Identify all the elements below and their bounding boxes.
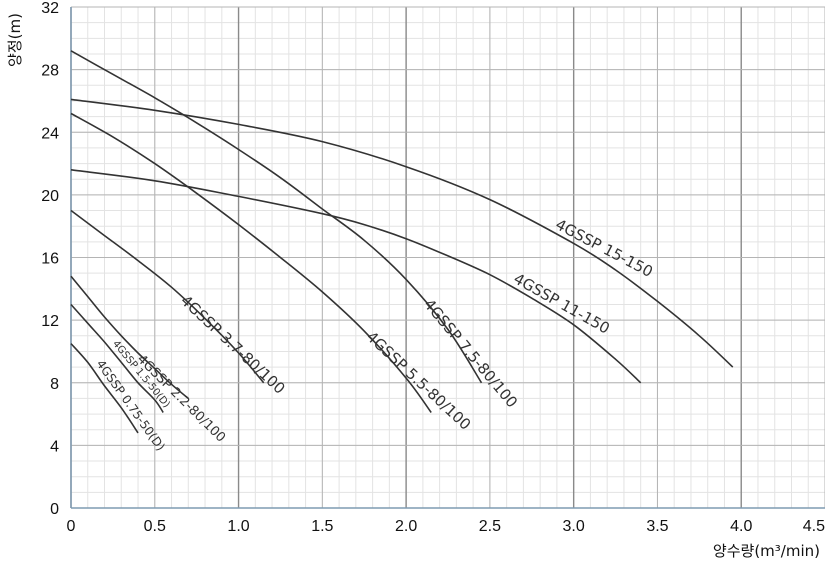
curve-series-7 (70, 169, 642, 384)
y-tick-label: 12 (41, 313, 59, 330)
x-tick-label: 3.0 (563, 518, 585, 535)
axes (70, 7, 825, 509)
x-tick-label: 0.5 (144, 518, 166, 535)
x-tick-label: 2.0 (395, 518, 417, 535)
x-tick-label: 3.5 (646, 518, 668, 535)
y-tick-label: 4 (50, 438, 59, 455)
y-tick-label: 28 (41, 63, 59, 80)
curve-series-8 (70, 98, 734, 368)
curve-series-3 (70, 275, 189, 400)
x-tick-label: 2.5 (479, 518, 501, 535)
tick-labels-group: 0 0.5 1.0 1.5 2.0 2.5 3.0 3.5 4.0 4.5 0 4 8 12 16 20 24 2… (41, 0, 825, 535)
x-tick-label: 4.0 (730, 518, 752, 535)
curves-group (70, 50, 734, 434)
y-tick-label: 24 (41, 125, 59, 142)
curve-series-2 (70, 303, 164, 413)
curve-series-6 (70, 50, 483, 384)
curve-series-5 (70, 112, 432, 413)
y-tick-label: 32 (41, 0, 59, 17)
y-axis-title: 양정(m) (6, 13, 24, 67)
y-tick-label: 0 (50, 501, 59, 518)
x-axis-title: 양수량(m³/min) (713, 542, 820, 560)
y-tick-label: 16 (41, 251, 59, 268)
major-grid (70, 6, 825, 509)
curve-labels-group: 4GSSP 0.75-50(D)4GSSP 1.5-50(D)4GSSP 2.2… (94, 215, 656, 453)
x-tick-label: 1.5 (311, 518, 333, 535)
curve-series-4 (70, 209, 265, 384)
curve-series-1 (70, 343, 139, 434)
y-tick-label: 8 (50, 376, 59, 393)
curve-label-series-7: 4GSSP 11-150 (511, 269, 613, 337)
x-tick-label: 0 (67, 518, 76, 535)
x-tick-label: 1.0 (227, 518, 249, 535)
y-tick-label: 20 (41, 188, 59, 205)
x-tick-label: 4.5 (803, 518, 825, 535)
